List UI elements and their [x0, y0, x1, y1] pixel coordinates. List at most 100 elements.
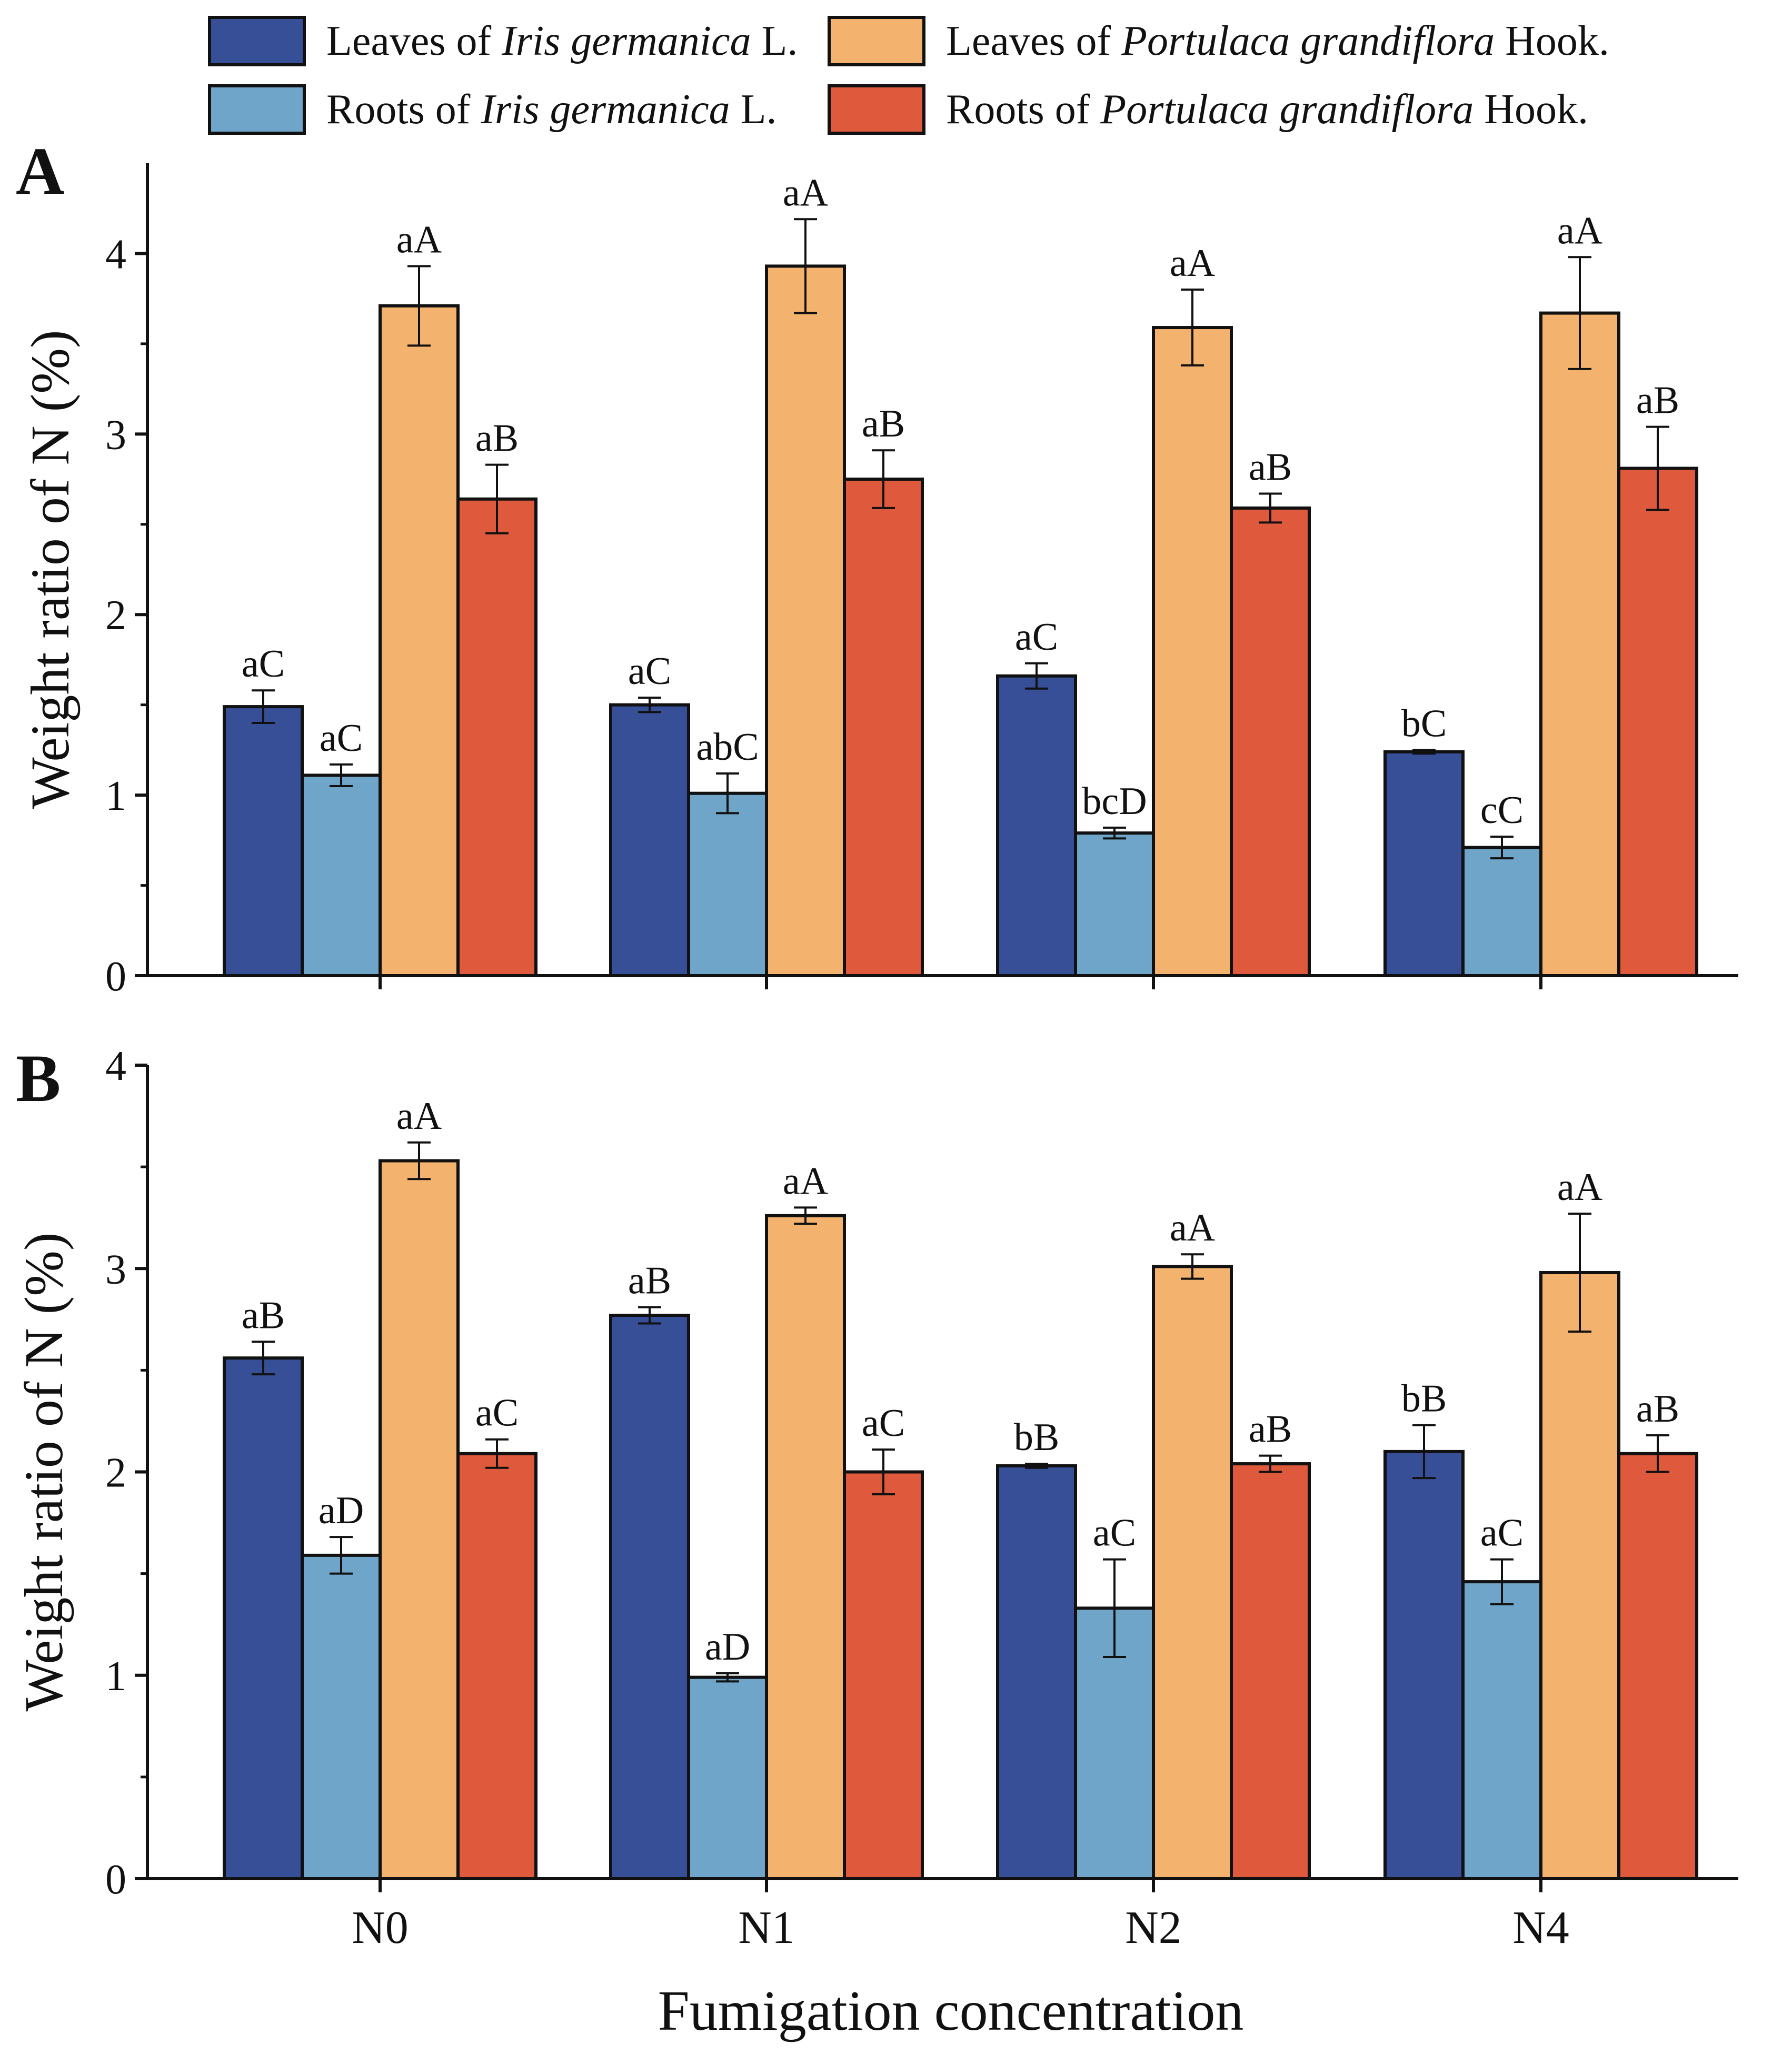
- panel-a-error-bar-leaves-iris-n2: [1025, 662, 1048, 690]
- panel-a-error-bar-leaves-portulaca-n2: [1181, 289, 1204, 367]
- legend-label-leaves-portulaca: Leaves of Portulaca grandiflora Hook.: [946, 18, 1609, 64]
- panel-b-sig-label-leaves-portulaca-n0: aA: [396, 1095, 442, 1138]
- panel-a-error-bar-roots-iris-n1: [716, 772, 739, 815]
- panel-a-y-axis-title: Weight ratio of N (%): [20, 330, 81, 809]
- panel-b-bar-roots-portulaca-n4: [1617, 1452, 1698, 1881]
- panel-a-sig-label-leaves-portulaca-n4: aA: [1557, 209, 1602, 252]
- panel-b-error-bar-roots-iris-n1: [716, 1672, 739, 1683]
- panel-a-error-bar-leaves-portulaca-n0: [407, 265, 431, 347]
- panel-a: A Weight ratio of N (%) 0 1 2 3 4 aC aC aC bC aC abC…: [16, 134, 1738, 1000]
- panel-b-error-bar-leaves-iris-n4: [1412, 1424, 1436, 1480]
- panel-b-sig-label-leaves-portulaca-n2: aA: [1170, 1206, 1215, 1249]
- panel-a-sig-label-roots-iris-n1: abC: [696, 726, 759, 769]
- x-tick-label-n4: N4: [1512, 1902, 1569, 1953]
- panel-a-error-bar-leaves-iris-n4: [1412, 749, 1436, 755]
- panel-b-error-bar-leaves-portulaca-n0: [407, 1141, 431, 1180]
- panel-b-error-bar-roots-iris-n4: [1490, 1558, 1514, 1605]
- panel-b-bar-leaves-portulaca-n0: [379, 1159, 460, 1881]
- panel-b-bar-leaves-portulaca-n1: [765, 1214, 846, 1880]
- panel-a-sig-label-roots-portulaca-n0: aB: [475, 417, 519, 460]
- panel-a-sig-label-roots-portulaca-n2: aB: [1249, 445, 1292, 489]
- panel-a-error-bar-roots-iris-n4: [1490, 835, 1514, 860]
- panel-b: B Weight ratio of N (%) 0 1 2 3 4 aB aB bB bB aD aD a…: [14, 1041, 1738, 1953]
- panel-a-y-tick-label: 4: [105, 231, 126, 277]
- panel-b-sig-label-leaves-iris-n4: bB: [1401, 1377, 1447, 1421]
- panel-a-bar-leaves-portulaca-n2: [1152, 326, 1233, 977]
- panel-a-error-bar-leaves-iris-n0: [252, 689, 275, 724]
- panel-b-error-bar-leaves-iris-n2: [1025, 1463, 1048, 1469]
- panel-a-error-bar-roots-portulaca-n4: [1646, 425, 1669, 511]
- panel-b-bar-roots-portulaca-n2: [1230, 1462, 1311, 1881]
- panel-a-y-tick-label: 2: [105, 592, 126, 639]
- panel-a-error-bar-roots-portulaca-n1: [872, 449, 895, 509]
- panel-b-label: B: [16, 1041, 61, 1116]
- panel-a-bar-leaves-portulaca-n4: [1539, 311, 1620, 977]
- panel-a-y-tick-label: 3: [105, 412, 126, 458]
- panel-b-error-bar-roots-portulaca-n4: [1646, 1434, 1669, 1473]
- panel-a-sig-label-leaves-portulaca-n2: aA: [1170, 242, 1215, 285]
- panel-a-error-bar-roots-iris-n0: [330, 763, 353, 787]
- panel-a-bar-roots-iris-n0: [301, 773, 382, 977]
- x-axis-title: Fumigation concentration: [658, 1980, 1244, 2042]
- panel-b-sig-label-roots-iris-n1: aD: [705, 1625, 750, 1669]
- panel-a-bar-roots-portulaca-n0: [456, 497, 537, 977]
- panel-a-error-bar-roots-portulaca-n2: [1259, 492, 1282, 524]
- panel-b-bar-leaves-portulaca-n4: [1539, 1271, 1620, 1881]
- panel-a-label: A: [16, 134, 64, 209]
- panel-a-sig-label-leaves-portulaca-n0: aA: [396, 218, 442, 261]
- panel-b-sig-label-leaves-portulaca-n1: aA: [783, 1159, 828, 1203]
- panel-a-bar-leaves-portulaca-n1: [765, 264, 846, 977]
- panel-b-error-bar-roots-portulaca-n1: [872, 1448, 895, 1495]
- panel-b-sig-label-roots-iris-n2: aC: [1093, 1512, 1136, 1555]
- panel-b-y-tick-label: 3: [105, 1246, 126, 1293]
- panel-b-y-tick-label: 2: [105, 1450, 126, 1496]
- legend-swatch-roots-iris: [208, 84, 306, 135]
- panel-b-y-tick-label: 4: [105, 1043, 126, 1089]
- panel-a-bar-roots-iris-n1: [687, 791, 768, 978]
- panel-b-error-bar-roots-iris-n2: [1103, 1558, 1126, 1658]
- panel-a-sig-label-roots-portulaca-n1: aB: [862, 402, 905, 445]
- legend-swatch-roots-portulaca: [828, 84, 925, 135]
- panel-a-sig-label-roots-portulaca-n4: aB: [1636, 379, 1679, 422]
- panel-a-bar-roots-portulaca-n1: [843, 478, 924, 977]
- panel-b-y-tick-label: 1: [105, 1653, 126, 1700]
- panel-b-sig-label-roots-portulaca-n1: aC: [862, 1402, 905, 1445]
- panel-b-error-bar-roots-portulaca-n0: [485, 1438, 509, 1469]
- panel-b-error-bar-roots-portulaca-n2: [1259, 1454, 1282, 1473]
- panel-b-sig-label-leaves-portulaca-n4: aA: [1557, 1166, 1602, 1209]
- panel-a-bar-leaves-iris-n1: [609, 703, 690, 977]
- panel-b-error-bar-leaves-iris-n1: [638, 1306, 661, 1325]
- panel-a-y-tick-label: 0: [105, 954, 126, 1000]
- x-tick-label-n2: N2: [1125, 1902, 1182, 1953]
- panel-b-sig-label-roots-portulaca-n2: aB: [1249, 1408, 1292, 1451]
- panel-b-bar-leaves-iris-n2: [996, 1464, 1077, 1881]
- panel-a-bar-roots-iris-n4: [1461, 846, 1542, 977]
- panel-a-sig-label-leaves-iris-n2: aC: [1015, 616, 1058, 659]
- panel-a-bar-roots-portulaca-n4: [1617, 467, 1698, 977]
- panel-a-sig-label-leaves-iris-n4: bC: [1401, 702, 1447, 745]
- panel-b-sig-label-leaves-iris-n0: aB: [242, 1294, 285, 1337]
- panel-b-sig-label-roots-portulaca-n4: aB: [1636, 1387, 1679, 1431]
- panel-a-sig-label-leaves-portulaca-n1: aA: [783, 171, 828, 214]
- panel-b-sig-label-leaves-iris-n2: bB: [1014, 1416, 1059, 1459]
- panel-b-error-bar-leaves-iris-n0: [252, 1341, 275, 1376]
- panel-b-bar-roots-iris-n4: [1461, 1580, 1542, 1880]
- panel-b-error-bar-leaves-portulaca-n4: [1568, 1212, 1591, 1333]
- panel-a-bar-roots-iris-n2: [1074, 831, 1155, 978]
- legend-swatch-leaves-iris: [208, 16, 306, 66]
- panel-b-sig-label-leaves-iris-n1: aB: [628, 1259, 671, 1303]
- panel-a-bar-leaves-iris-n0: [223, 705, 304, 978]
- panel-b-bar-roots-portulaca-n0: [456, 1452, 537, 1881]
- legend-label-roots-iris: Roots of Iris germanica L.: [326, 86, 777, 133]
- panel-a-error-bar-roots-portulaca-n0: [485, 463, 509, 534]
- legend: Leaves of Iris germanica L. Leaves of Po…: [208, 16, 1609, 135]
- panel-a-error-bar-roots-iris-n2: [1103, 826, 1126, 840]
- panel-b-y-axis-title: Weight ratio of N (%): [14, 1233, 74, 1712]
- legend-label-roots-portulaca: Roots of Portulaca grandiflora Hook.: [946, 86, 1588, 133]
- panel-a-sig-label-roots-iris-n0: aC: [320, 717, 363, 760]
- panel-a-sig-label-leaves-iris-n0: aC: [242, 642, 285, 686]
- panel-a-error-bar-leaves-iris-n1: [638, 696, 661, 713]
- panel-b-error-bar-roots-iris-n0: [330, 1536, 353, 1575]
- panel-b-sig-label-roots-iris-n4: aC: [1480, 1512, 1524, 1555]
- panel-b-bar-roots-portulaca-n1: [843, 1470, 924, 1880]
